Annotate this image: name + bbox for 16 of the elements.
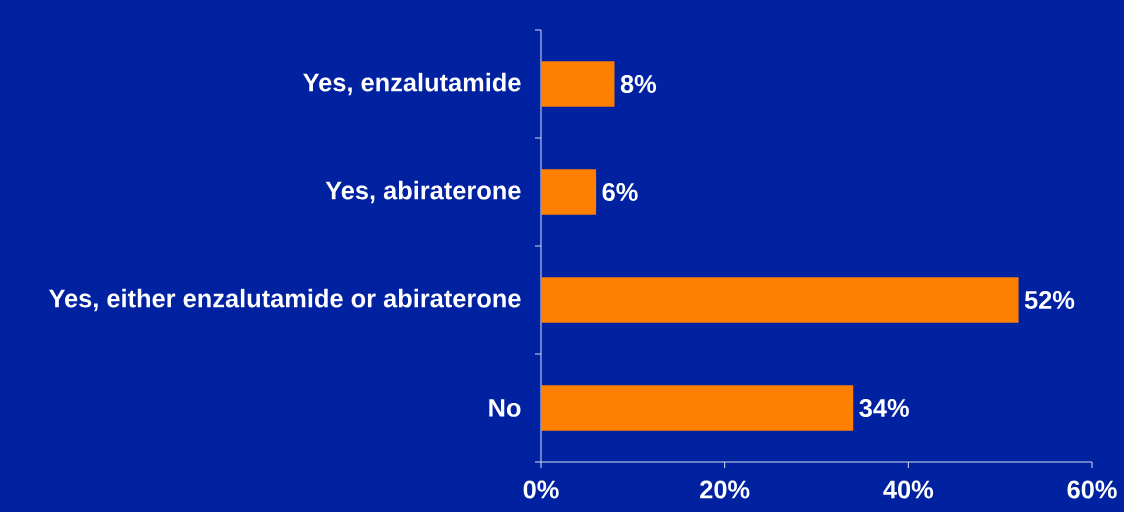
x-tick-label: 20% [700, 480, 750, 499]
y-tick-label: No [489, 399, 521, 417]
bar [541, 385, 854, 431]
data-label: 34% [859, 399, 909, 418]
data-label: 8% [620, 75, 657, 93]
bar [541, 277, 1019, 323]
x-tick-label: 0% [523, 480, 559, 499]
bar [541, 61, 615, 107]
x-tick-label: 60% [1067, 480, 1117, 499]
x-tick-label: 40% [883, 480, 934, 499]
y-tick-label: Yes, abiraterone [325, 180, 521, 204]
y-tick-label: Yes, either enzalutamide or abiraterone [48, 288, 521, 312]
data-label: 52% [1024, 291, 1075, 309]
bar [541, 169, 597, 215]
y-tick-label: Yes, enzalutamide [303, 72, 521, 96]
data-label: 6% [602, 183, 638, 201]
